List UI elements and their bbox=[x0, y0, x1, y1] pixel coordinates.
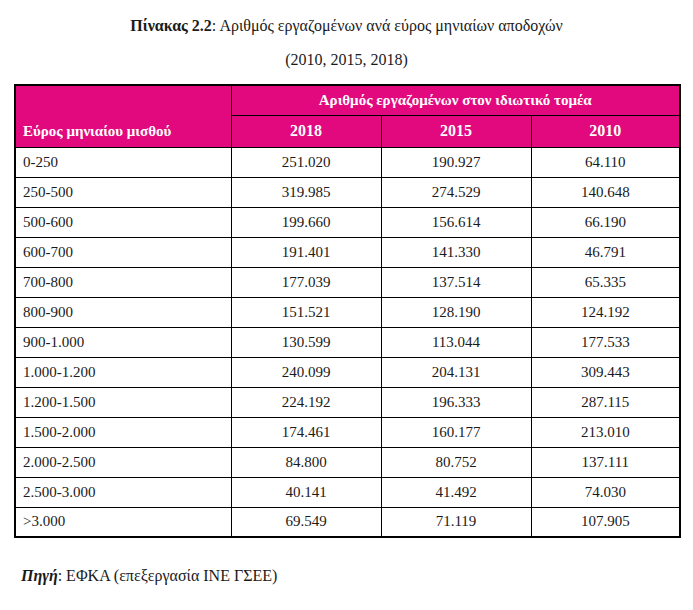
value-2015-cell: 160.177 bbox=[381, 417, 531, 447]
header-row-group: Εύρος μηνιαίου μισθού Αριθμός εργαζομένω… bbox=[15, 85, 680, 115]
table-row: 600-700 191.401 141.330 46.791 bbox=[15, 237, 680, 267]
value-2010-cell: 66.190 bbox=[531, 207, 680, 237]
wage-range-cell: 2.000-2.500 bbox=[15, 447, 231, 477]
table-row: 700-800 177.039 137.514 65.335 bbox=[15, 267, 680, 297]
value-2015-cell: 128.190 bbox=[381, 297, 531, 327]
value-2010-cell: 213.010 bbox=[531, 417, 680, 447]
value-2010-cell: 137.111 bbox=[531, 447, 680, 477]
value-2015-cell: 156.614 bbox=[381, 207, 531, 237]
wage-range-cell: 1.500-2.000 bbox=[15, 417, 231, 447]
value-2018-cell: 151.521 bbox=[231, 297, 381, 327]
wage-range-cell: 2.500-3.000 bbox=[15, 477, 231, 507]
value-2015-cell: 274.529 bbox=[381, 177, 531, 207]
column-group-header: Αριθμός εργαζομένων στον ιδιωτικό τομέα bbox=[231, 85, 680, 115]
wage-range-cell: >3.000 bbox=[15, 507, 231, 537]
value-2018-cell: 177.039 bbox=[231, 267, 381, 297]
table-row: 2.500-3.000 40.141 41.492 74.030 bbox=[15, 477, 680, 507]
value-2010-cell: 177.533 bbox=[531, 327, 680, 357]
wage-range-cell: 1.200-1.500 bbox=[15, 387, 231, 417]
value-2015-cell: 204.131 bbox=[381, 357, 531, 387]
employees-by-wage-table: Εύρος μηνιαίου μισθού Αριθμός εργαζομένω… bbox=[14, 84, 681, 538]
value-2018-cell: 191.401 bbox=[231, 237, 381, 267]
value-2010-cell: 65.335 bbox=[531, 267, 680, 297]
value-2015-cell: 137.514 bbox=[381, 267, 531, 297]
value-2010-cell: 64.110 bbox=[531, 147, 680, 177]
table-row: 500-600 199.660 156.614 66.190 bbox=[15, 207, 680, 237]
column-header-wage-range: Εύρος μηνιαίου μισθού bbox=[15, 85, 231, 147]
table-row: 0-250 251.020 190.927 64.110 bbox=[15, 147, 680, 177]
wage-range-cell: 600-700 bbox=[15, 237, 231, 267]
value-2010-cell: 287.115 bbox=[531, 387, 680, 417]
value-2018-cell: 240.099 bbox=[231, 357, 381, 387]
value-2018-cell: 251.020 bbox=[231, 147, 381, 177]
value-2010-cell: 107.905 bbox=[531, 507, 680, 537]
wage-range-cell: 800-900 bbox=[15, 297, 231, 327]
column-header-2018: 2018 bbox=[231, 115, 381, 147]
wage-range-cell: 1.000-1.200 bbox=[15, 357, 231, 387]
table-row: 1.500-2.000 174.461 160.177 213.010 bbox=[15, 417, 680, 447]
value-2018-cell: 224.192 bbox=[231, 387, 381, 417]
value-2015-cell: 113.044 bbox=[381, 327, 531, 357]
table-row: 2.000-2.500 84.800 80.752 137.111 bbox=[15, 447, 680, 477]
value-2015-cell: 41.492 bbox=[381, 477, 531, 507]
table-row: 250-500 319.985 274.529 140.648 bbox=[15, 177, 680, 207]
source-note: Πηγή: ΕΦΚΑ (επεξεργασία ΙΝΕ ΓΣΕΕ) bbox=[21, 567, 693, 585]
value-2015-cell: 196.333 bbox=[381, 387, 531, 417]
value-2015-cell: 190.927 bbox=[381, 147, 531, 177]
value-2015-cell: 141.330 bbox=[381, 237, 531, 267]
value-2018-cell: 130.599 bbox=[231, 327, 381, 357]
column-header-2010: 2010 bbox=[531, 115, 680, 147]
value-2018-cell: 69.549 bbox=[231, 507, 381, 537]
wage-range-cell: 500-600 bbox=[15, 207, 231, 237]
table-header: Εύρος μηνιαίου μισθού Αριθμός εργαζομένω… bbox=[15, 85, 680, 147]
value-2015-cell: 71.119 bbox=[381, 507, 531, 537]
value-2018-cell: 40.141 bbox=[231, 477, 381, 507]
value-2018-cell: 174.461 bbox=[231, 417, 381, 447]
document-page: Πίνακας 2.2: Αριθμός εργαζομένων ανά εύρ… bbox=[0, 0, 693, 585]
caption-text: : Αριθμός εργαζομένων ανά εύρος μηνιαίων… bbox=[212, 17, 563, 34]
table-body: 0-250 251.020 190.927 64.110 250-500 319… bbox=[15, 147, 680, 537]
table-row: >3.000 69.549 71.119 107.905 bbox=[15, 507, 680, 537]
wage-range-cell: 900-1.000 bbox=[15, 327, 231, 357]
source-text: : ΕΦΚΑ (επεξεργασία ΙΝΕ ΓΣΕΕ) bbox=[58, 567, 278, 584]
value-2010-cell: 74.030 bbox=[531, 477, 680, 507]
value-2018-cell: 199.660 bbox=[231, 207, 381, 237]
value-2018-cell: 84.800 bbox=[231, 447, 381, 477]
wage-range-cell: 700-800 bbox=[15, 267, 231, 297]
table-caption: Πίνακας 2.2: Αριθμός εργαζομένων ανά εύρ… bbox=[0, 0, 693, 36]
table-row: 800-900 151.521 128.190 124.192 bbox=[15, 297, 680, 327]
table-row: 900-1.000 130.599 113.044 177.533 bbox=[15, 327, 680, 357]
value-2010-cell: 124.192 bbox=[531, 297, 680, 327]
wage-range-cell: 250-500 bbox=[15, 177, 231, 207]
value-2010-cell: 46.791 bbox=[531, 237, 680, 267]
value-2015-cell: 80.752 bbox=[381, 447, 531, 477]
caption-label: Πίνακας 2.2 bbox=[130, 17, 212, 34]
table-row: 1.000-1.200 240.099 204.131 309.443 bbox=[15, 357, 680, 387]
caption-years: (2010, 2015, 2018) bbox=[0, 49, 693, 70]
wage-range-cell: 0-250 bbox=[15, 147, 231, 177]
table-row: 1.200-1.500 224.192 196.333 287.115 bbox=[15, 387, 680, 417]
value-2018-cell: 319.985 bbox=[231, 177, 381, 207]
source-label: Πηγή bbox=[21, 567, 58, 584]
column-header-2015: 2015 bbox=[381, 115, 531, 147]
value-2010-cell: 309.443 bbox=[531, 357, 680, 387]
value-2010-cell: 140.648 bbox=[531, 177, 680, 207]
